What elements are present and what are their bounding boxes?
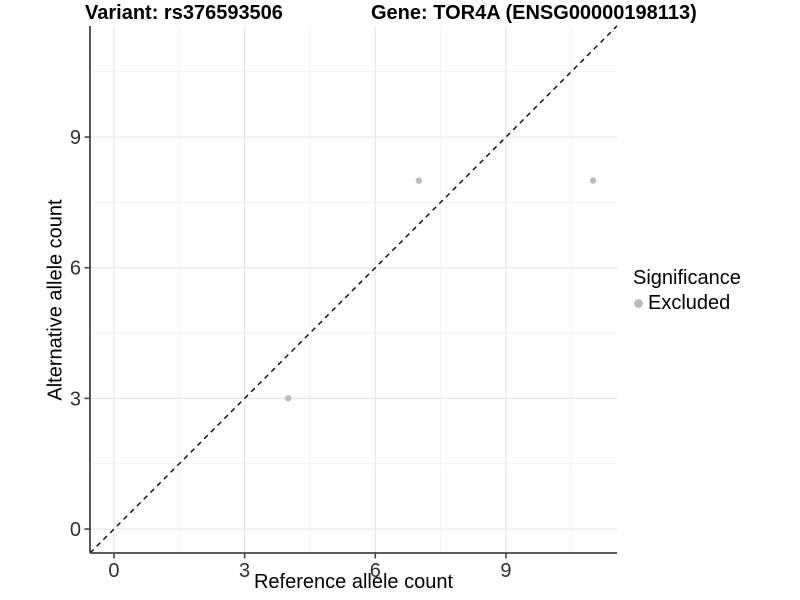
x-tick-label: 9 — [500, 560, 511, 582]
x-tick-label: 0 — [108, 560, 119, 582]
identity-dashed-line — [89, 25, 618, 554]
legend-key-circle-icon — [634, 299, 643, 308]
plot-title-gene: Gene: TOR4A (ENSG00000198113) — [371, 2, 697, 24]
plot-panel: 0 3 6 9 0 3 6 9 — [70, 25, 618, 582]
data-point — [415, 177, 423, 184]
data-point — [589, 177, 597, 184]
data-point — [284, 395, 292, 402]
x-axis-title: Reference allele count — [253, 571, 453, 593]
y-tick-label: 0 — [70, 519, 81, 541]
y-tick-label: 3 — [70, 388, 81, 410]
legend: Significance Excluded — [633, 266, 741, 315]
chart-canvas: 0 3 6 9 0 3 6 9 — [70, 25, 618, 582]
legend-item-excluded: Excluded — [633, 292, 741, 315]
legend-title: Significance — [633, 267, 741, 289]
y-axis-title: Alternative allele count — [44, 199, 67, 401]
x-tick-label: 6 — [370, 560, 381, 582]
plot-title-variant: Variant: rs376593506 — [85, 2, 283, 24]
y-tick-label: 6 — [70, 258, 81, 280]
legend-item-label: Excluded — [648, 292, 731, 314]
x-tick-label: 3 — [239, 560, 250, 582]
y-tick-label: 9 — [70, 127, 81, 149]
